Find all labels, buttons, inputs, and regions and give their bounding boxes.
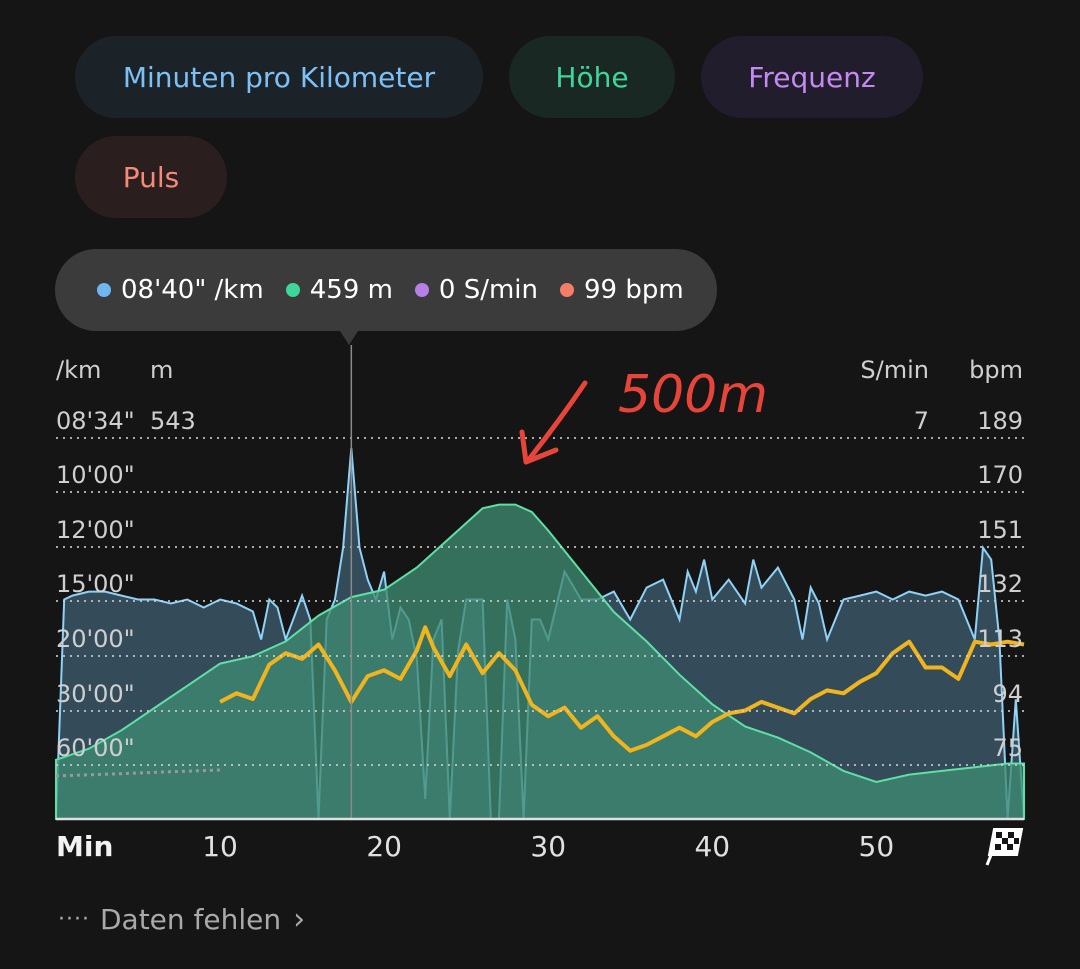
pace-tick-label: 10'00" xyxy=(56,461,135,489)
x-tick-label: 10 xyxy=(202,830,238,863)
x-axis-label: Min xyxy=(56,830,113,863)
annotation-text: 500m xyxy=(618,365,768,425)
pace-tick-label: 12'00" xyxy=(56,516,135,544)
cadence-top-tick: 7 xyxy=(914,407,929,435)
heart-rate-tick-label: 132 xyxy=(977,570,1023,598)
heart-rate-tick-label: 151 xyxy=(977,516,1023,544)
tooltip-heart-rate: 99 bpm xyxy=(560,275,684,305)
tooltip-heart-rate-value: 99 bpm xyxy=(584,275,684,305)
x-tick-label: 40 xyxy=(694,830,730,863)
heart-rate-tick-label: 170 xyxy=(977,461,1023,489)
elevation-dot-icon xyxy=(285,283,300,297)
dotted-line-icon: ···· xyxy=(58,907,90,932)
filter-chip-elevation[interactable]: Höhe xyxy=(509,36,675,118)
tooltip-cadence-value: 0 S/min xyxy=(438,275,539,305)
elevation-top-tick: 543 xyxy=(150,407,196,435)
data-tooltip: 08'40" /km 459 m 0 S/min 99 bpm xyxy=(55,249,717,331)
pace-tick-label: 30'00" xyxy=(56,680,135,708)
run-chart[interactable]: /km m S/min bpm 543 7 08'34" 10'00" 12'00"… xyxy=(0,340,1080,880)
tooltip-pointer xyxy=(340,331,358,345)
filter-chip-pace[interactable]: Minuten pro Kilometer xyxy=(75,36,483,118)
pace-tick-label: 60'00" xyxy=(56,734,135,762)
heart-rate-tick-label: 189 xyxy=(977,407,1023,435)
missing-data-label: Daten fehlen xyxy=(99,903,282,936)
x-tick-label: 30 xyxy=(530,830,566,863)
filter-chip-heart-rate[interactable]: Puls xyxy=(75,136,227,218)
unit-label-cadence: S/min xyxy=(860,356,929,384)
pace-tick-label: 15'00" xyxy=(56,570,135,598)
tooltip-pace-value: 08'40" /km xyxy=(121,275,264,305)
pace-tick-label: 08'34" xyxy=(56,407,135,435)
tooltip-cadence: 0 S/min xyxy=(414,275,539,305)
x-tick-label: 20 xyxy=(366,830,402,863)
heart-rate-dot-icon xyxy=(560,283,575,297)
x-tick-label: 50 xyxy=(859,830,895,863)
missing-data-link[interactable]: ···· Daten fehlen › xyxy=(58,902,305,937)
tooltip-elevation-value: 459 m xyxy=(309,275,393,305)
chevron-right-icon: › xyxy=(293,902,306,937)
cadence-dot-icon xyxy=(414,283,429,297)
tooltip-pace: 08'40" /km xyxy=(97,275,264,305)
annotation-arrow-icon xyxy=(527,380,588,461)
unit-label-pace: /km xyxy=(56,356,101,384)
filter-chip-cadence[interactable]: Frequenz xyxy=(701,36,923,118)
heart-rate-tick-label: 94 xyxy=(992,680,1023,708)
handwritten-annotation: 500m xyxy=(519,365,768,465)
unit-label-heart-rate: bpm xyxy=(969,356,1023,384)
tooltip-elevation: 459 m xyxy=(285,275,393,305)
heart-rate-tick-label: 75 xyxy=(992,734,1023,762)
elevation-series-area xyxy=(55,503,1025,820)
pace-dot-icon xyxy=(97,283,111,297)
heart-rate-series-line xyxy=(219,625,1025,753)
unit-label-elevation: m xyxy=(150,356,173,384)
heart-rate-tick-label: 113 xyxy=(977,625,1023,653)
pace-tick-label: 20'00" xyxy=(56,625,135,653)
finish-flag-icon xyxy=(985,828,1024,866)
